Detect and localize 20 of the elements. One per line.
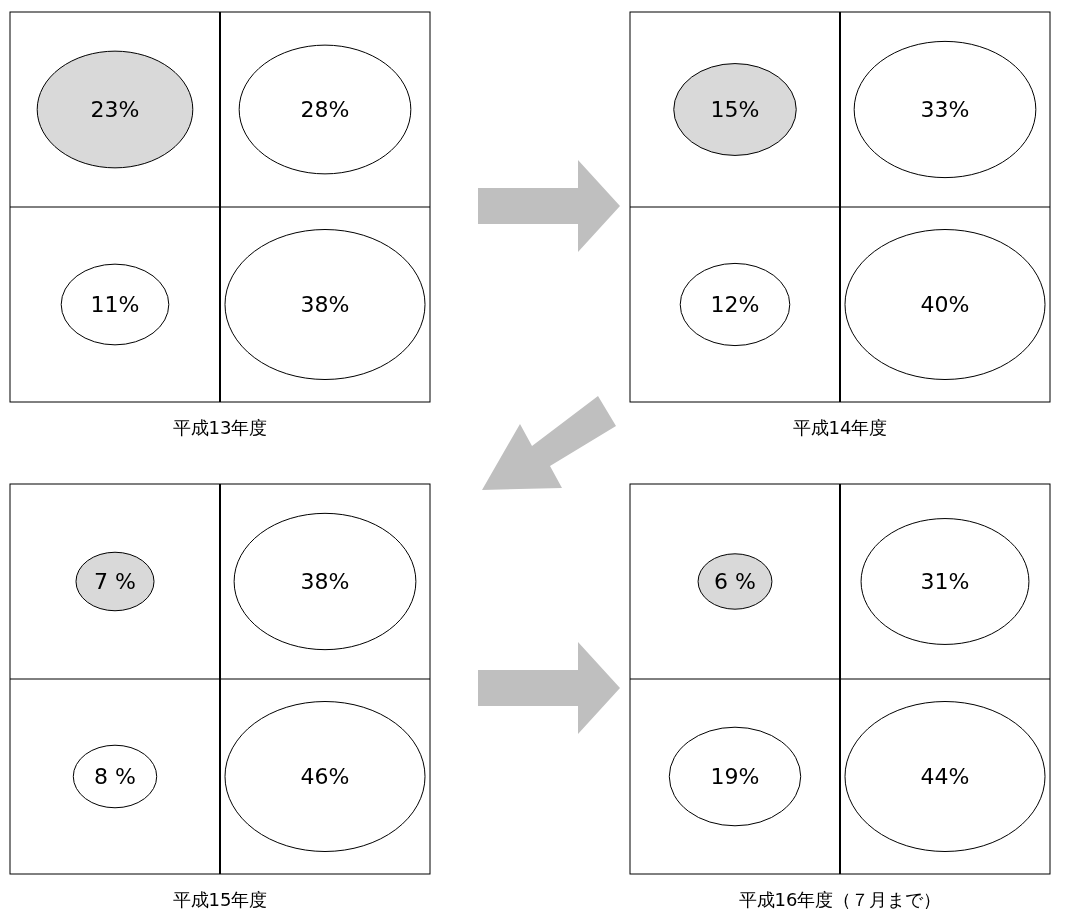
data-label: 23% (90, 97, 140, 122)
data-label: 46% (300, 764, 350, 789)
data-label: 15% (710, 97, 760, 122)
data-label: 40% (920, 292, 970, 317)
data-label: 28% (300, 97, 350, 122)
data-label: 38% (300, 292, 350, 317)
data-label: 11% (90, 292, 140, 317)
text: 平成15年度 (172, 889, 268, 910)
data-label: 6 % (714, 569, 756, 594)
data-label: 33% (920, 97, 970, 122)
text: 平成13年度 (172, 417, 268, 438)
data-label: 19% (710, 764, 760, 789)
text: 平成14年度 (792, 417, 888, 438)
data-label: 38% (300, 569, 350, 594)
data-label: 12% (710, 292, 760, 317)
text: 平成16年度（７月まで） (738, 889, 942, 910)
data-label: 7 % (94, 569, 136, 594)
data-label: 8 % (94, 764, 136, 789)
data-label: 44% (920, 764, 970, 789)
data-label: 31% (920, 569, 970, 594)
